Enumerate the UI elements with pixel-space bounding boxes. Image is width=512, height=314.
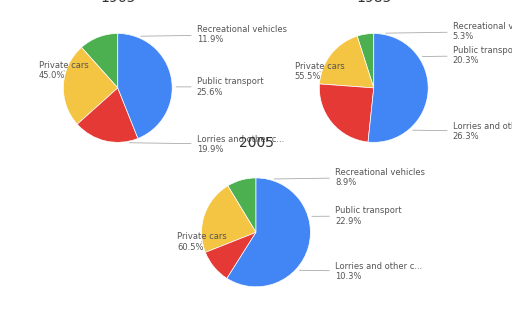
Wedge shape — [368, 34, 428, 142]
Wedge shape — [357, 34, 374, 88]
Wedge shape — [228, 178, 256, 232]
Wedge shape — [118, 34, 172, 138]
Text: Private cars
55.5%: Private cars 55.5% — [295, 62, 345, 81]
Text: Public transport
22.9%: Public transport 22.9% — [312, 206, 401, 225]
Wedge shape — [319, 36, 374, 88]
Text: Recreational vehicles
5.3%: Recreational vehicles 5.3% — [386, 22, 512, 41]
Wedge shape — [205, 232, 256, 279]
Text: Private cars
45.0%: Private cars 45.0% — [39, 61, 89, 80]
Wedge shape — [63, 47, 118, 124]
Text: Public transport
20.3%: Public transport 20.3% — [422, 46, 512, 65]
Title: 1985: 1985 — [356, 0, 392, 5]
Wedge shape — [227, 178, 310, 287]
Text: Lorries and other c...
19.9%: Lorries and other c... 19.9% — [130, 135, 284, 154]
Wedge shape — [319, 84, 374, 142]
Title: 2005: 2005 — [239, 136, 273, 149]
Text: Recreational vehicles
11.9%: Recreational vehicles 11.9% — [141, 25, 287, 44]
Wedge shape — [77, 88, 138, 142]
Text: Private cars
60.5%: Private cars 60.5% — [177, 232, 227, 252]
Text: Lorries and other c...
26.3%: Lorries and other c... 26.3% — [413, 122, 512, 141]
Title: 1965: 1965 — [100, 0, 136, 5]
Text: Public transport
25.6%: Public transport 25.6% — [176, 77, 263, 96]
Wedge shape — [202, 186, 256, 252]
Text: Lorries and other c...
10.3%: Lorries and other c... 10.3% — [300, 262, 422, 281]
Wedge shape — [81, 34, 118, 88]
Text: Recreational vehicles
8.9%: Recreational vehicles 8.9% — [274, 168, 425, 187]
